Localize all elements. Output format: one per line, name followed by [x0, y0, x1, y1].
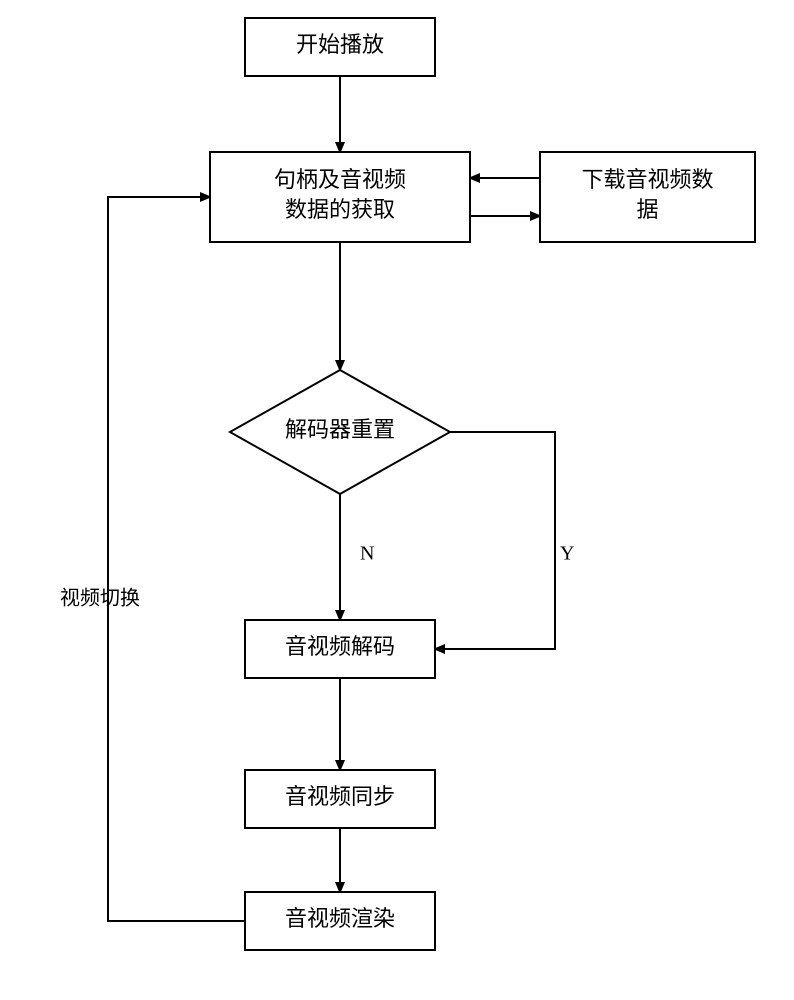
edge-render-to-acquire	[108, 197, 245, 921]
node-sync: 音视频同步	[245, 770, 435, 828]
edge-reset-to-decode	[435, 432, 555, 649]
node-acquire-label-1: 数据的获取	[285, 197, 395, 222]
node-acquire: 句柄及音视频数据的获取	[210, 152, 470, 242]
node-decode: 音视频解码	[245, 620, 435, 678]
node-download-label-1: 据	[636, 197, 658, 222]
node-reset-label-0: 解码器重置	[285, 417, 395, 442]
node-decode-label-0: 音视频解码	[285, 634, 395, 659]
node-start-label-0: 开始播放	[296, 32, 384, 57]
node-reset: 解码器重置	[230, 370, 450, 494]
edge-label-reset-decode: N	[360, 543, 374, 565]
edge-label-render-acquire: 视频切换	[60, 587, 140, 610]
node-render-label-0: 音视频渲染	[285, 906, 395, 931]
node-render: 音视频渲染	[245, 892, 435, 950]
edge-label-reset-decode: Y	[560, 543, 574, 565]
node-download-label-0: 下载音视频数	[581, 167, 713, 192]
node-sync-label-0: 音视频同步	[285, 784, 395, 809]
node-start: 开始播放	[245, 18, 435, 76]
node-acquire-label-0: 句柄及音视频	[274, 167, 406, 192]
node-download: 下载音视频数据	[540, 152, 755, 242]
